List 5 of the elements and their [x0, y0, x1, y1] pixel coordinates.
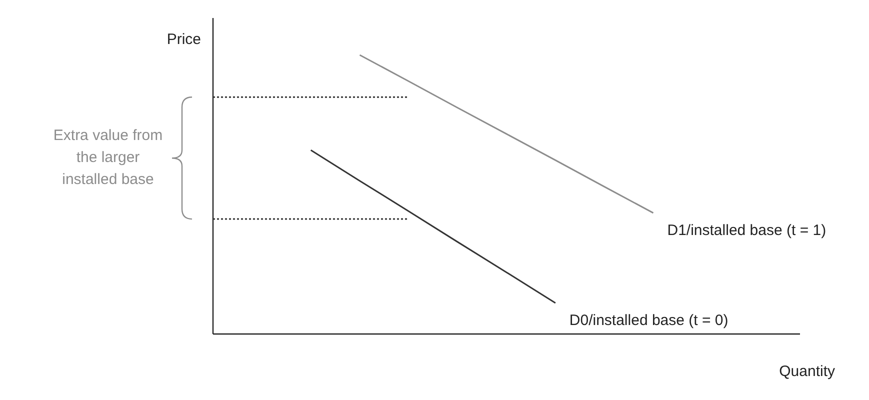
- text: Extra value from the larger installed base: [53, 127, 163, 188]
- series-label: D0/installed base (t = 0): [569, 312, 728, 330]
- series-label: D1/installed base (t = 1): [667, 222, 826, 239]
- y-axis-title: Price: [166, 31, 201, 48]
- x-axis-title: Quantity: [779, 363, 836, 380]
